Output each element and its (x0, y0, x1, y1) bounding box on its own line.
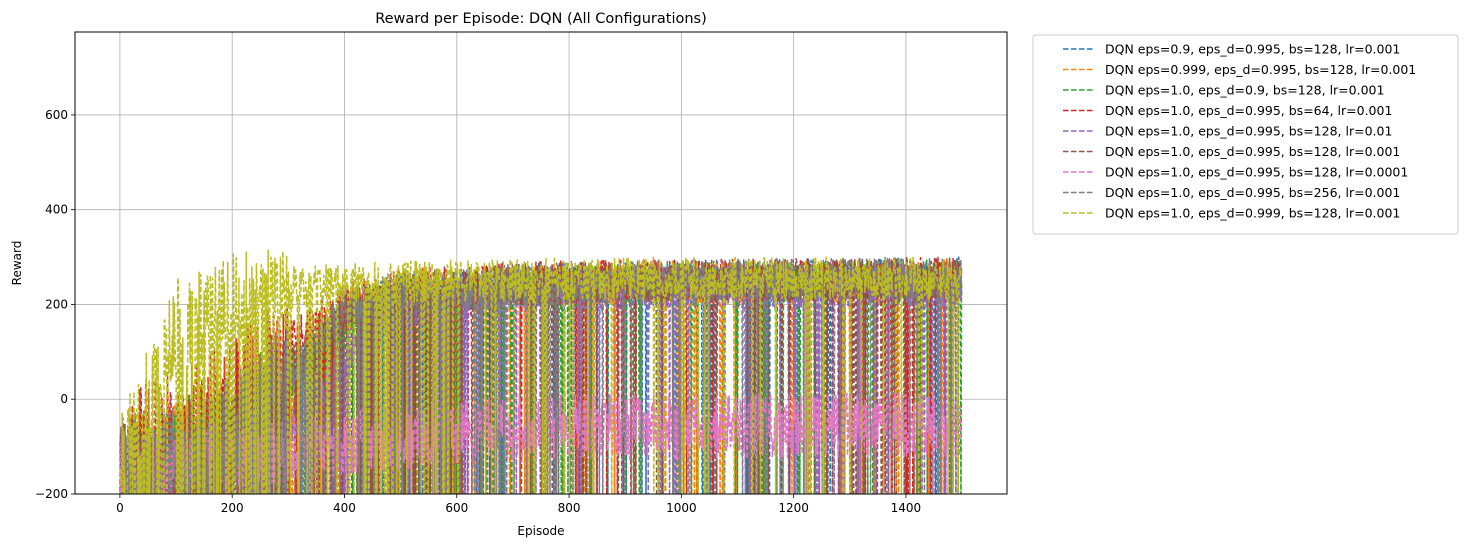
plot-frame (74, 31, 1008, 495)
x-tick-label: 0 (116, 501, 124, 515)
legend-entry: DQN eps=1.0, eps_d=0.995, bs=128, lr=0.0… (1105, 144, 1400, 159)
x-tick-label: 1400 (891, 501, 922, 515)
legend-entry: DQN eps=1.0, eps_d=0.995, bs=256, lr=0.0… (1105, 185, 1400, 200)
legend-entry: DQN eps=1.0, eps_d=0.995, bs=128, lr=0.0… (1105, 124, 1392, 139)
y-tick-label: 200 (45, 297, 68, 311)
y-tick-label: 400 (45, 203, 68, 217)
x-axis: 0 200 400 600 800 1000 1200 1400 (116, 494, 921, 515)
x-axis-label: Episode (517, 524, 564, 538)
series-lines (119, 249, 963, 494)
x-tick-label: 200 (221, 501, 244, 515)
x-tick-label: 800 (558, 501, 581, 515)
legend: DQN eps=0.9, eps_d=0.995, bs=128, lr=0.0… (1032, 34, 1459, 235)
legend-entry: DQN eps=1.0, eps_d=0.995, bs=128, lr=0.0… (1105, 165, 1408, 180)
y-tick-label: −200 (35, 487, 68, 501)
legend-entry: DQN eps=1.0, eps_d=0.999, bs=128, lr=0.0… (1105, 206, 1400, 221)
legend-entry: DQN eps=0.999, eps_d=0.995, bs=128, lr=0… (1105, 62, 1416, 77)
y-axis-label: Reward (10, 241, 24, 286)
y-tick-label: 600 (45, 108, 68, 122)
x-tick-label: 400 (333, 501, 356, 515)
legend-entry: DQN eps=0.9, eps_d=0.995, bs=128, lr=0.0… (1105, 42, 1400, 57)
series-line (120, 257, 963, 494)
legend-entry: DQN eps=1.0, eps_d=0.9, bs=128, lr=0.001 (1105, 83, 1384, 98)
x-tick-label: 1000 (666, 501, 697, 515)
y-axis: −200 0 200 400 600 (35, 108, 75, 501)
legend-entry: DQN eps=1.0, eps_d=0.995, bs=64, lr=0.00… (1105, 103, 1392, 118)
x-tick-label: 1200 (778, 501, 809, 515)
series-line (119, 249, 963, 494)
y-tick-label: 0 (60, 392, 68, 406)
chart-title: Reward per Episode: DQN (All Configurati… (375, 11, 707, 27)
legend-box (1032, 34, 1459, 235)
x-tick-label: 600 (445, 501, 468, 515)
